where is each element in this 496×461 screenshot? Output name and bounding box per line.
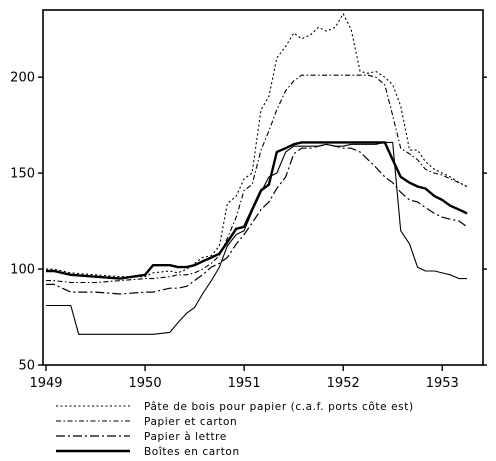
legend-label-4: Boîtes en carton <box>144 446 240 458</box>
y-tick-label: 150 <box>10 167 35 182</box>
x-axis-ticks: 1949 1950 1951 1952 1953 <box>29 365 459 391</box>
x-tick-label: 1949 <box>29 376 62 391</box>
series-line-4 <box>46 141 468 280</box>
series-line-5 <box>46 141 467 335</box>
y-axis-ticks: 50 100 150 200 <box>10 71 487 374</box>
plot-frame <box>42 9 484 366</box>
x-tick-label: 1953 <box>426 376 459 391</box>
y-tick-label: 50 <box>18 359 35 374</box>
x-tick-label: 1950 <box>129 376 162 391</box>
legend-label-2: Papier et carton <box>144 416 237 428</box>
y-tick-label: 100 <box>10 263 35 278</box>
series-line-1 <box>46 13 468 278</box>
chart-series <box>46 13 468 335</box>
series-line-3 <box>46 143 468 295</box>
x-tick-label: 1951 <box>228 376 261 391</box>
legend-label-3: Papier à lettre <box>144 431 227 443</box>
chart-legend: Pâte de bois pour papier (c.a.f. ports c… <box>56 401 414 458</box>
y-tick-label: 200 <box>10 71 35 86</box>
legend-label-1: Pâte de bois pour papier (c.a.f. ports c… <box>144 401 414 413</box>
chart-axes <box>42 9 484 366</box>
series-line-2 <box>46 74 468 284</box>
x-tick-label: 1952 <box>327 376 360 391</box>
